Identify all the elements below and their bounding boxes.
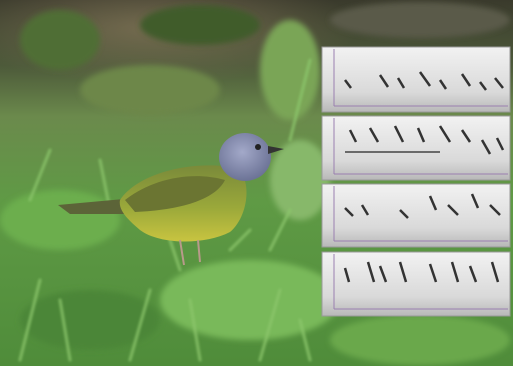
bird-head [219,133,271,181]
spectrogram [322,252,510,316]
bird-eye [255,144,261,150]
spectrogram-frame [322,184,510,247]
photo [0,0,513,366]
spectrogram-frame [322,116,510,180]
spectrogram-frame [322,47,510,112]
spectrogram [322,116,510,180]
spectrogram [322,47,510,112]
spectrogram [322,184,510,247]
page: (() => { const data = JSON.parse(documen… [0,0,513,366]
spectrogram-frame [322,252,510,316]
